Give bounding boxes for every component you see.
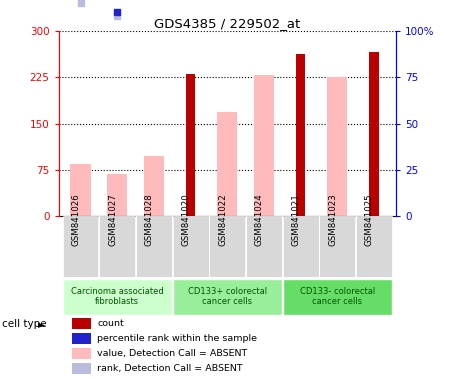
Text: GSM841021: GSM841021 xyxy=(292,193,301,246)
Bar xyxy=(99,216,135,277)
Bar xyxy=(144,156,164,216)
Bar xyxy=(173,279,282,315)
Bar xyxy=(186,74,195,216)
Bar xyxy=(63,279,172,315)
Text: GSM841028: GSM841028 xyxy=(145,193,154,246)
Text: GSM841027: GSM841027 xyxy=(108,193,117,246)
Bar xyxy=(356,216,392,277)
Text: GSM841024: GSM841024 xyxy=(255,193,264,246)
Bar xyxy=(136,216,172,277)
Bar xyxy=(107,174,127,216)
Text: GSM841022: GSM841022 xyxy=(218,193,227,246)
Bar xyxy=(327,77,347,216)
Text: percentile rank within the sample: percentile rank within the sample xyxy=(97,334,257,343)
Text: Carcinoma associated
fibroblasts: Carcinoma associated fibroblasts xyxy=(71,287,163,306)
Text: CD133- colorectal
cancer cells: CD133- colorectal cancer cells xyxy=(300,287,375,306)
Bar xyxy=(254,75,274,216)
Text: GSM841026: GSM841026 xyxy=(72,193,81,246)
Bar xyxy=(283,216,319,277)
Text: GSM841025: GSM841025 xyxy=(365,193,374,246)
Bar xyxy=(63,216,99,277)
Bar xyxy=(283,279,392,315)
Bar xyxy=(296,54,305,216)
Text: cell type: cell type xyxy=(2,319,47,329)
Bar xyxy=(72,318,90,329)
Text: rank, Detection Call = ABSENT: rank, Detection Call = ABSENT xyxy=(97,364,243,373)
Bar xyxy=(246,216,282,277)
Bar xyxy=(173,216,208,277)
Text: CD133+ colorectal
cancer cells: CD133+ colorectal cancer cells xyxy=(188,287,267,306)
Bar xyxy=(72,333,90,344)
Text: GSM841020: GSM841020 xyxy=(181,193,190,246)
Bar xyxy=(72,348,90,359)
Text: ►: ► xyxy=(38,319,46,329)
Text: GSM841023: GSM841023 xyxy=(328,193,338,246)
Bar xyxy=(70,164,90,216)
Bar xyxy=(320,216,356,277)
Bar xyxy=(72,363,90,374)
Text: value, Detection Call = ABSENT: value, Detection Call = ABSENT xyxy=(97,349,248,358)
Text: count: count xyxy=(97,319,124,328)
Bar xyxy=(369,52,378,216)
Title: GDS4385 / 229502_at: GDS4385 / 229502_at xyxy=(154,17,301,30)
Bar xyxy=(209,216,245,277)
Bar xyxy=(217,113,237,216)
